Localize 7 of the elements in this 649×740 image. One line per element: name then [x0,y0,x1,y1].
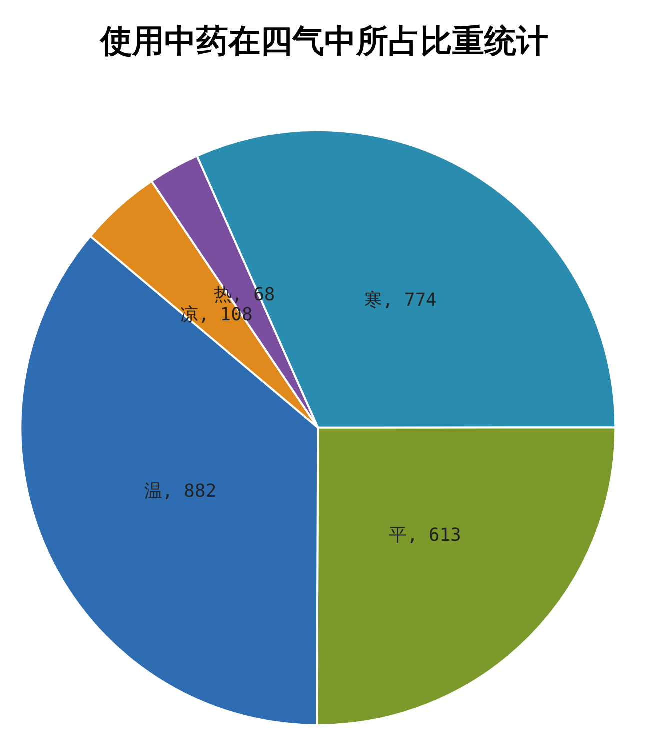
slice-label: 寒 [364,290,383,312]
data-label: , 882 [162,481,217,502]
slice-label: 平 [389,524,408,546]
data-label: , 613 [407,524,462,546]
slice-label: 温 [144,481,162,502]
chart-title: 使用中药在四气中所占比重统计 [100,22,548,60]
data-label: , 774 [382,290,437,312]
